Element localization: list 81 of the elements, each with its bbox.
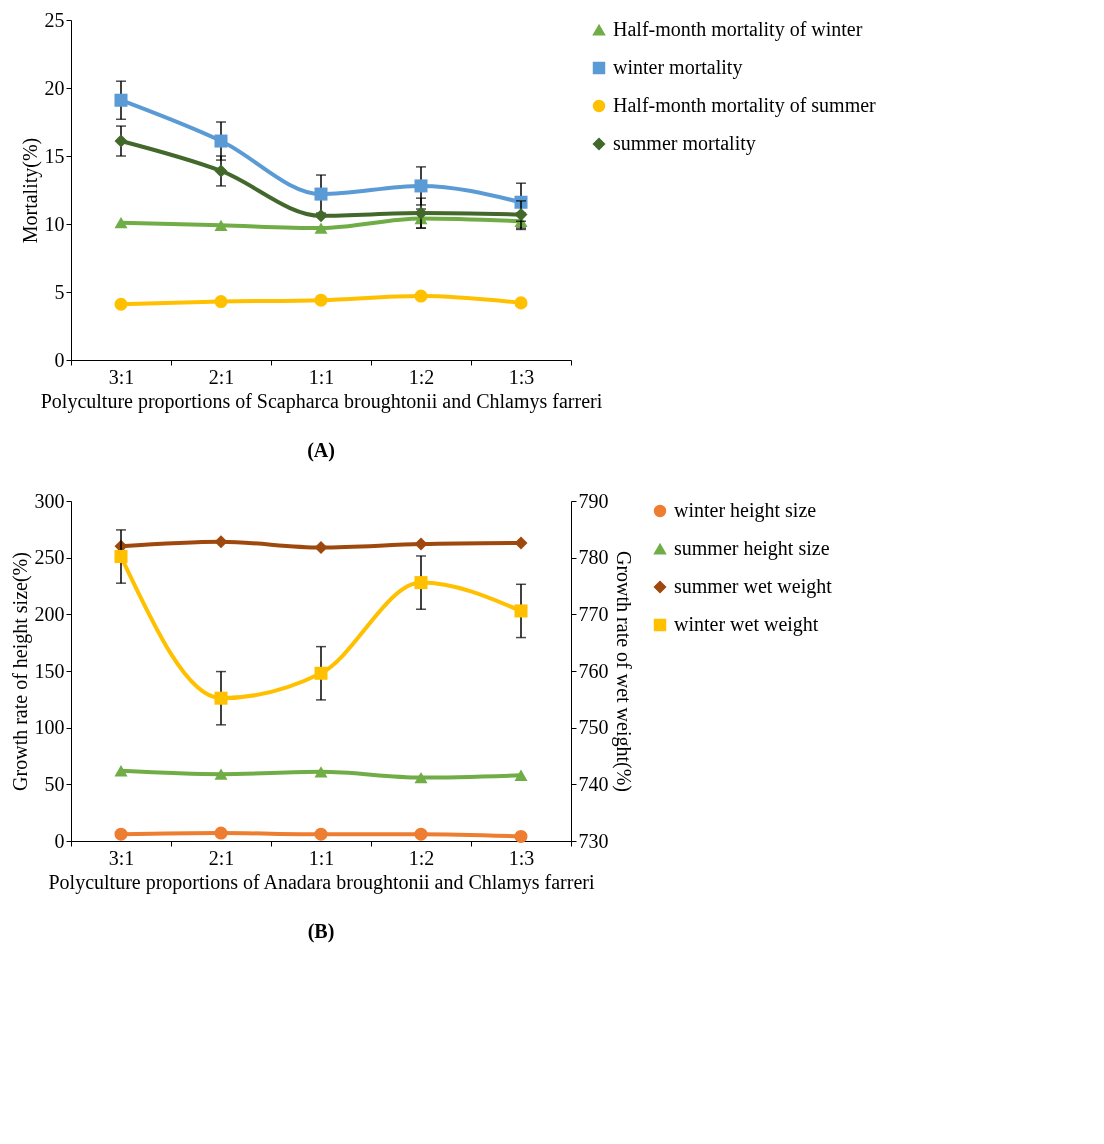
point	[214, 826, 228, 840]
point	[314, 666, 328, 680]
point	[214, 295, 228, 309]
y-axis-title: Growth rate of height size(%)	[8, 552, 32, 791]
point	[414, 537, 428, 551]
y2-tick-label: 740	[578, 772, 609, 795]
y-tick-label: 300	[34, 489, 65, 512]
point	[414, 179, 428, 193]
point	[514, 604, 528, 618]
point	[414, 206, 428, 220]
point	[314, 766, 328, 778]
x-tick-label: 1:3	[508, 846, 535, 869]
point	[414, 289, 428, 303]
point	[314, 540, 328, 554]
y-tick-label: 0	[54, 829, 65, 852]
point	[114, 93, 128, 107]
y-tick-label: 200	[34, 602, 65, 625]
point	[214, 164, 228, 178]
point	[214, 134, 228, 148]
legend-label: Half-month mortality of summer	[613, 94, 877, 117]
legend-label: summer wet weight	[674, 575, 833, 598]
y-tick-label: 20	[44, 76, 65, 99]
y-tick-label: 10	[44, 212, 65, 235]
y2-tick-label: 750	[578, 716, 609, 739]
point	[114, 550, 128, 564]
x-tick-label: 3:1	[108, 846, 135, 869]
y-axis-title: Mortality(%)	[18, 137, 42, 244]
y-tick-label: 250	[34, 546, 65, 569]
text: (B)	[307, 920, 335, 943]
x-tick-label: 2:1	[208, 846, 235, 869]
point	[414, 771, 428, 784]
point	[514, 829, 528, 843]
x-tick-label: 2:1	[208, 365, 235, 388]
point	[314, 827, 328, 841]
legend-label: summer height size	[674, 537, 830, 560]
point	[114, 765, 128, 777]
legend-label: winter mortality	[613, 56, 743, 79]
x-tick-label: 1:2	[408, 365, 435, 388]
point	[214, 768, 228, 780]
x-tick-label: 1:3	[508, 365, 535, 388]
y-tick-label: 5	[54, 280, 65, 303]
point	[514, 769, 528, 781]
y2-tick-label: 760	[578, 659, 609, 682]
y2-tick-label: 770	[578, 602, 609, 625]
y-tick-label: 50	[44, 772, 65, 795]
point	[214, 535, 228, 549]
point	[514, 207, 528, 221]
x-axis-title: Polyculture proportions of Anadara broughtonii and Chlamys farreri	[48, 870, 595, 894]
y-tick-label: 15	[44, 144, 65, 167]
x-tick-label: 1:2	[408, 846, 435, 869]
y-tick-label: 25	[44, 8, 65, 31]
text: (A)	[307, 439, 335, 462]
x-tick-label: 1:1	[308, 846, 335, 869]
x-tick-label: 3:1	[108, 365, 135, 388]
y2-tick-label: 790	[578, 489, 609, 512]
x-axis-title: Polyculture proportions of Scapharca broughtonii and Chlamys farreri	[40, 389, 603, 413]
point	[214, 219, 228, 232]
legend-label: winter wet weight	[674, 613, 819, 636]
point	[114, 827, 128, 841]
legend-label: summer mortality	[613, 132, 756, 155]
point	[114, 216, 128, 229]
point	[414, 827, 428, 841]
legend-label: Half-month mortality of winter	[613, 18, 863, 41]
y2-axis-title: Growth rate of wet weight(%)	[611, 550, 635, 793]
y-tick-label: 150	[34, 659, 65, 682]
x-tick-label: 1:1	[308, 365, 335, 388]
point	[314, 222, 328, 234]
point	[414, 576, 428, 590]
point	[214, 691, 228, 705]
point	[514, 536, 528, 550]
y-tick-label: 100	[34, 716, 65, 739]
point	[314, 187, 328, 201]
point	[314, 209, 328, 223]
legend-label: winter height size	[674, 499, 817, 522]
point	[314, 293, 328, 307]
point	[114, 134, 128, 148]
y2-tick-label: 730	[578, 829, 609, 852]
point	[114, 297, 128, 311]
y-tick-label: 0	[54, 348, 65, 371]
point	[514, 296, 528, 310]
y2-tick-label: 780	[578, 546, 609, 569]
